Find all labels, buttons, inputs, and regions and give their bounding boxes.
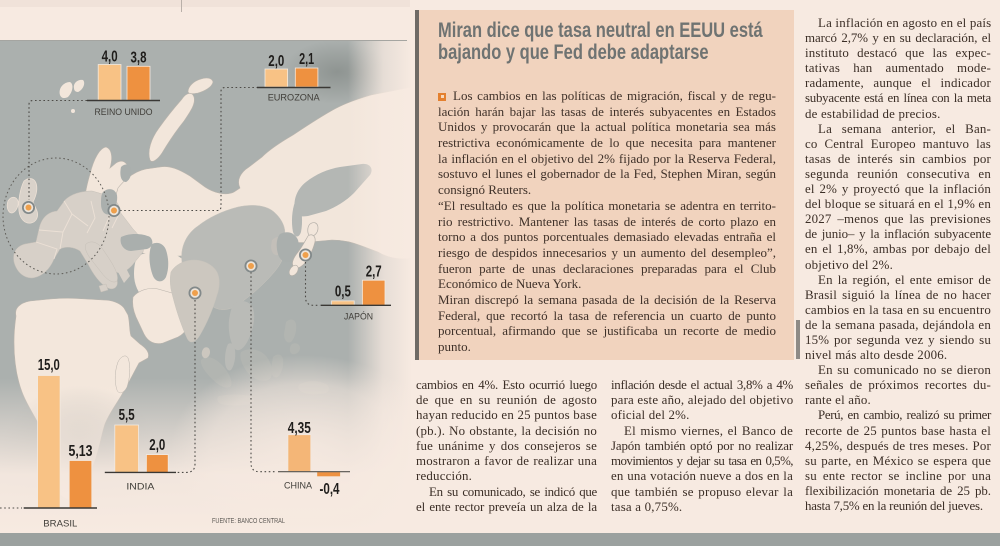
svg-text:BRASIL: BRASIL	[43, 518, 77, 529]
svg-text:REINO UNIDO: REINO UNIDO	[95, 106, 153, 117]
svg-text:2,7: 2,7	[366, 264, 382, 281]
svg-text:2,1: 2,1	[299, 51, 314, 68]
svg-text:FUENTE: BANCO CENTRAL: FUENTE: BANCO CENTRAL	[212, 516, 285, 525]
svg-text:4,35: 4,35	[288, 420, 311, 437]
svg-text:JAPÓN: JAPÓN	[344, 311, 373, 322]
svg-text:5,13: 5,13	[69, 443, 93, 460]
svg-text:2,0: 2,0	[149, 437, 165, 454]
svg-text:4,0: 4,0	[102, 49, 118, 66]
svg-text:5,5: 5,5	[119, 407, 135, 424]
svg-text:0,5: 0,5	[335, 284, 351, 301]
svg-text:INDIA: INDIA	[126, 481, 155, 492]
svg-text:3,8: 3,8	[131, 50, 147, 67]
svg-text:EUROZONA: EUROZONA	[268, 92, 321, 103]
svg-text:2,0: 2,0	[268, 53, 284, 70]
svg-text:-0,4: -0,4	[320, 481, 340, 498]
svg-text:15,0: 15,0	[38, 357, 60, 374]
svg-text:CHINA: CHINA	[284, 480, 313, 491]
